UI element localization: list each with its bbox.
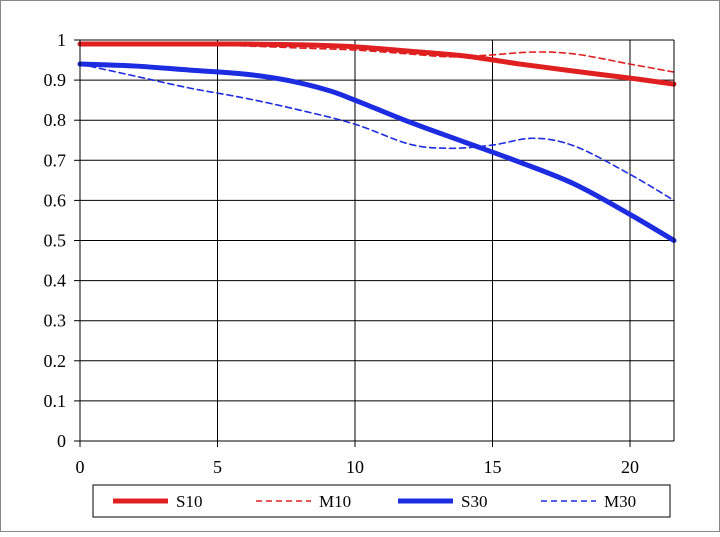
legend-label-s30: S30	[461, 492, 487, 511]
series-line-s30	[77, 61, 677, 243]
y-tick-label: 0.4	[44, 271, 67, 291]
x-tick-label: 15	[484, 457, 502, 477]
y-tick-label: 1	[57, 30, 66, 50]
x-tick-label: 20	[621, 457, 639, 477]
x-tick-label: 0	[76, 457, 85, 477]
y-tick-label: 0.6	[44, 190, 67, 210]
y-tick-label: 0	[57, 431, 66, 451]
axes	[74, 39, 675, 447]
tick-labels: 00.10.20.30.40.50.60.70.80.910 5 10 15 20	[44, 30, 640, 477]
y-tick-label: 0.7	[44, 150, 67, 170]
series-line-s10	[77, 41, 677, 87]
y-tick-label: 0.2	[44, 351, 67, 371]
legend: S10 M10 S30 M30	[92, 484, 671, 518]
legend-label-m30: M30	[604, 492, 636, 511]
y-tick-label: 0.1	[44, 391, 67, 411]
series-line-m30	[79, 63, 675, 202]
x-tick-label: 5	[213, 457, 222, 477]
y-tick-label: 0.5	[44, 231, 67, 251]
legend-label-m10: M10	[319, 492, 351, 511]
y-tick-label: 0.8	[44, 110, 67, 130]
legend-label-s10: S10	[176, 492, 202, 511]
x-tick-label: 10	[346, 457, 364, 477]
y-tick-label: 0.3	[44, 311, 67, 331]
y-tick-label: 0.9	[44, 70, 67, 90]
series-lines	[77, 41, 677, 243]
